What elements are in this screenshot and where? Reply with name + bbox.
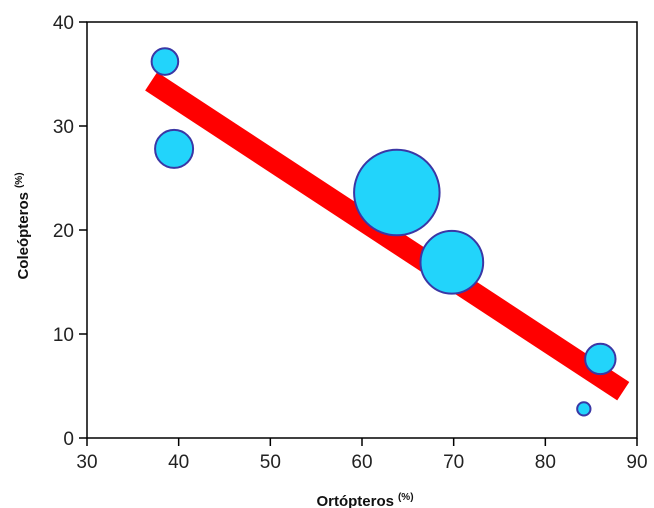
y-tick-label: 40 <box>53 13 74 34</box>
trend-layer <box>145 72 630 401</box>
x-axis-title: Ortópteros (%) <box>316 492 413 508</box>
data-point <box>576 401 592 417</box>
trend-line <box>145 72 630 401</box>
x-axis: 30 40 50 60 70 80 90 <box>76 438 648 473</box>
x-axis-title-unit: (%) <box>398 492 414 503</box>
data-point <box>419 229 485 295</box>
data-point <box>584 342 617 376</box>
x-tick-label: 50 <box>260 452 281 473</box>
x-tick-label: 60 <box>351 452 372 473</box>
y-axis-title-unit: (%) <box>14 172 25 188</box>
x-tick-label: 30 <box>76 452 97 473</box>
y-axis-title-text: Coleópteros <box>15 192 32 280</box>
x-axis-title-text: Ortópteros <box>316 493 394 508</box>
data-point <box>150 47 180 76</box>
y-axis: 0 10 20 30 40 <box>53 13 87 450</box>
y-tick-label: 20 <box>53 221 74 242</box>
x-tick-label: 80 <box>535 452 556 473</box>
x-tick-label: 40 <box>168 452 189 473</box>
x-tick-label: 90 <box>626 452 647 473</box>
y-tick-label: 10 <box>53 325 74 346</box>
y-tick-label: 0 <box>63 429 74 450</box>
x-tick-label: 70 <box>443 452 464 473</box>
y-axis-title: Coleópteros (%) <box>14 172 32 279</box>
y-tick-label: 30 <box>53 117 74 138</box>
data-point <box>353 148 441 237</box>
data-point <box>154 128 195 169</box>
points-layer <box>150 47 617 417</box>
